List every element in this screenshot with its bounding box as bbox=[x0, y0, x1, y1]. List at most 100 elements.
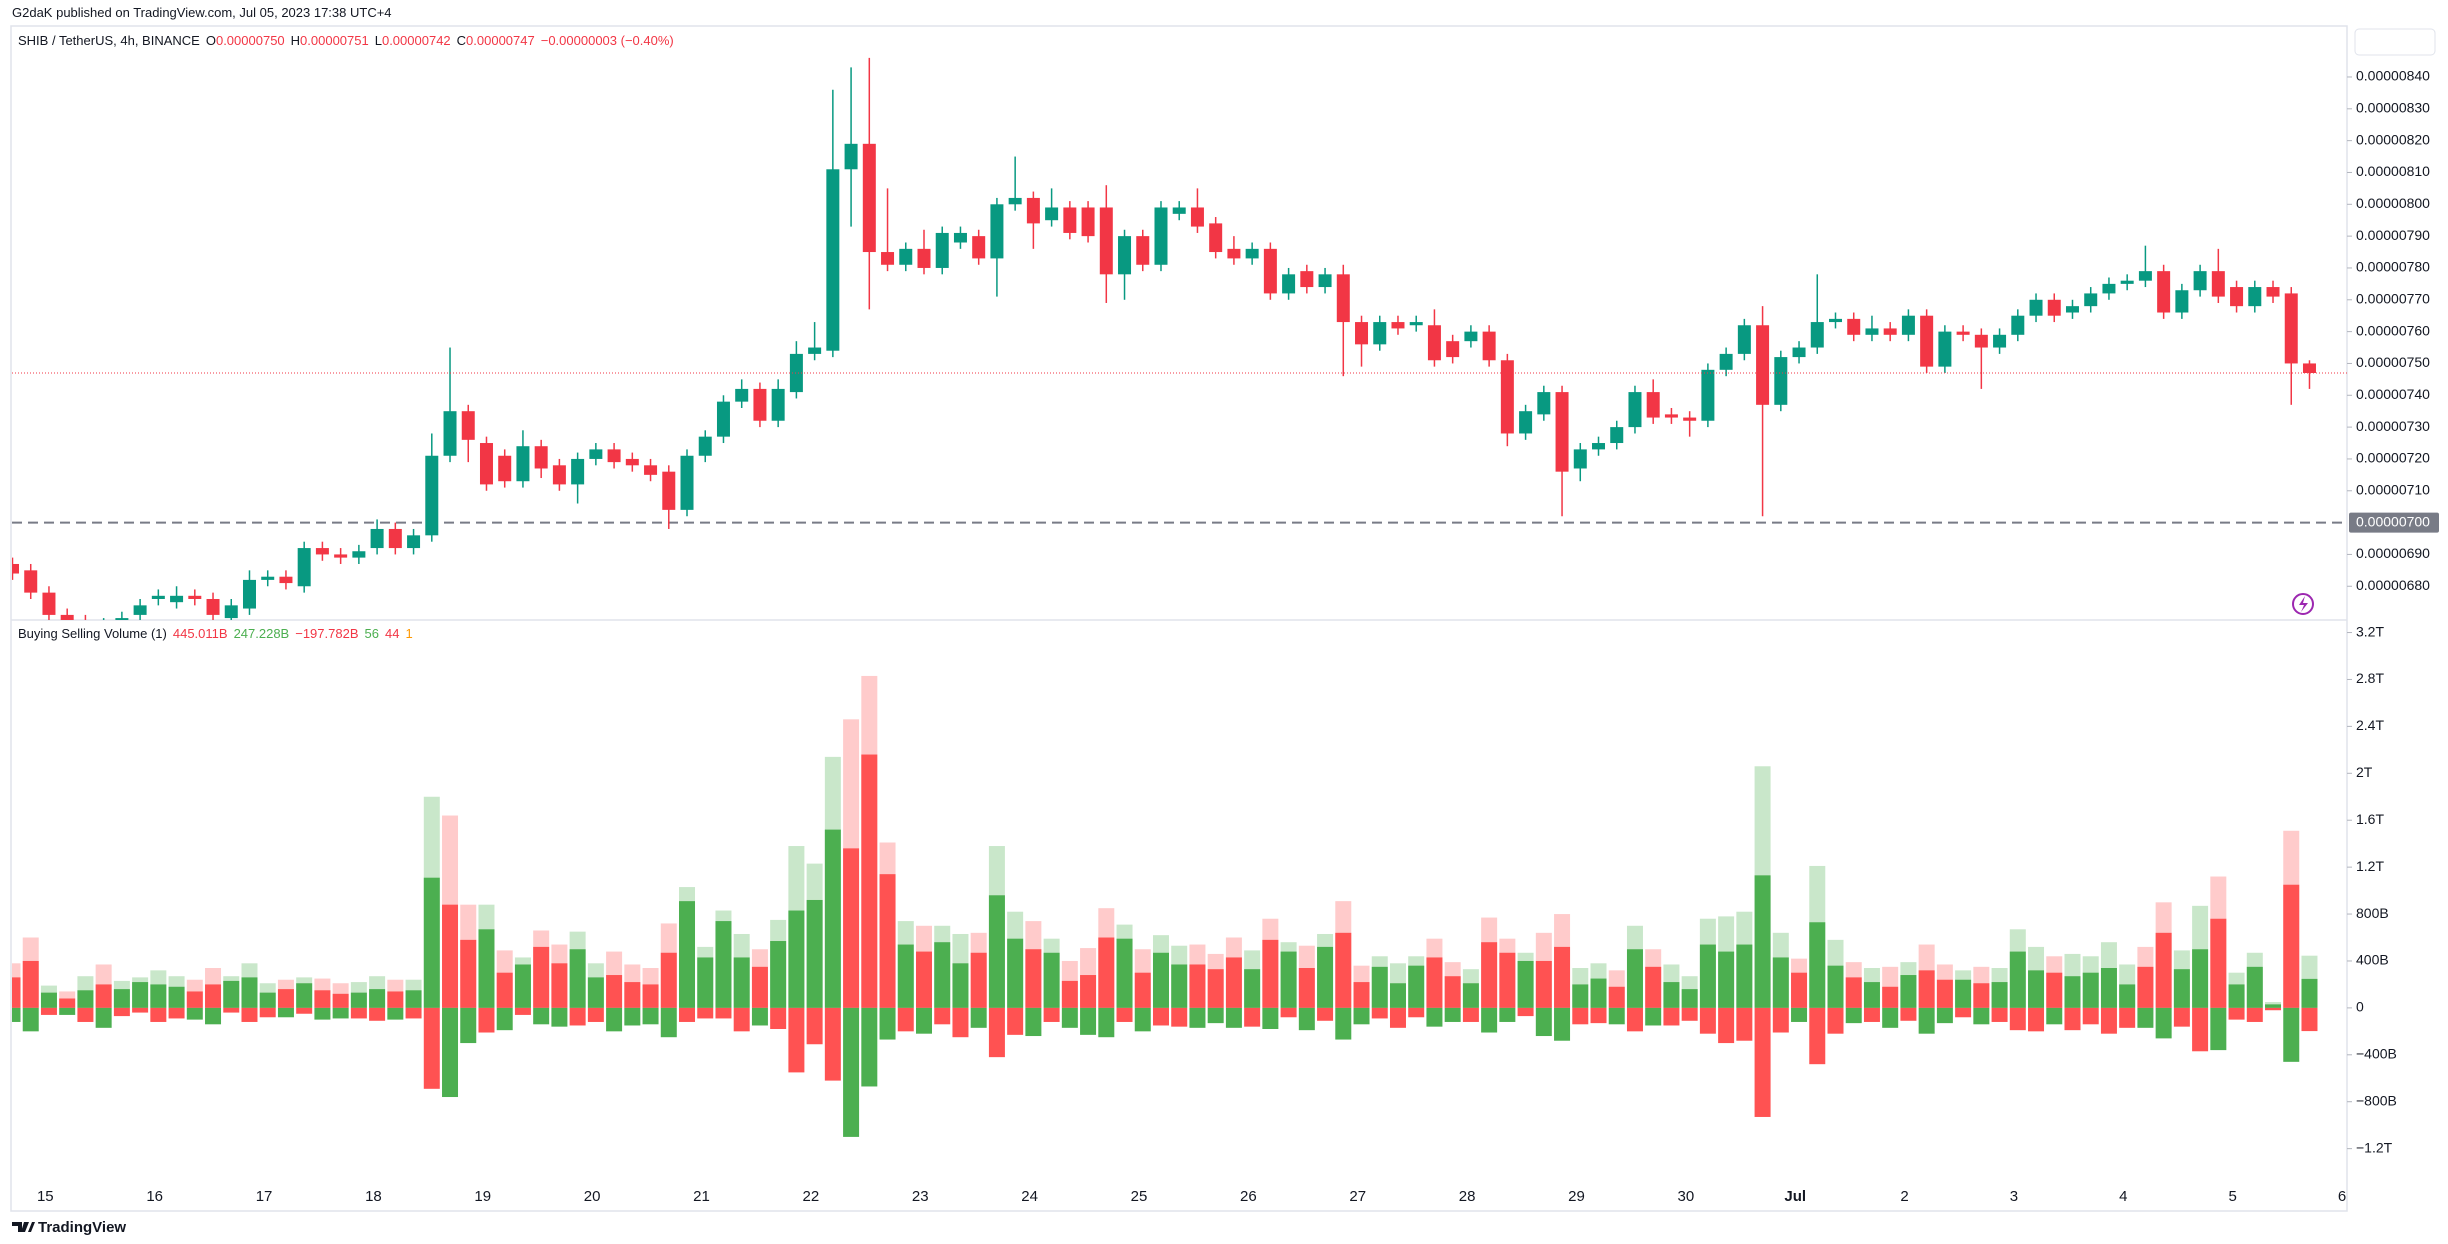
buy-volume-bar bbox=[113, 989, 130, 1008]
candle-body bbox=[1391, 322, 1405, 329]
sell-volume-bar bbox=[2265, 1007, 2282, 1011]
sell-volume-bar bbox=[824, 1007, 841, 1081]
sell-volume-bar bbox=[1280, 1007, 1297, 1018]
candle-body bbox=[1464, 331, 1478, 342]
candle-body bbox=[388, 528, 402, 549]
sell-volume-bar bbox=[478, 1007, 495, 1033]
buy-volume-bar bbox=[1645, 1007, 1662, 1026]
candle-body bbox=[1026, 197, 1040, 224]
sell-volume-bar bbox=[660, 952, 677, 1008]
candle-body bbox=[680, 455, 694, 510]
buy-volume-bar bbox=[2155, 1007, 2172, 1039]
buy-volume-bar bbox=[1098, 1007, 1115, 1038]
buy-volume-bar bbox=[843, 1007, 860, 1137]
candle-body bbox=[2065, 306, 2079, 313]
sell-volume-bar bbox=[59, 998, 76, 1008]
alert-icon[interactable] bbox=[2292, 593, 2314, 615]
buy-volume-bar bbox=[1535, 1007, 1552, 1037]
buy-volume-bar bbox=[2301, 978, 2318, 1008]
buy-volume-bar bbox=[387, 1007, 404, 1020]
y-tick-label: 1.2T bbox=[2356, 858, 2384, 874]
sell-volume-bar bbox=[241, 1007, 258, 1022]
candle-body bbox=[1190, 207, 1204, 227]
buy-volume-bar bbox=[168, 986, 185, 1008]
y-tick-label: 0.00000780 bbox=[2356, 259, 2430, 275]
y-tick-label: 0.00000800 bbox=[2356, 195, 2430, 211]
buy-volume-bar bbox=[1608, 1007, 1625, 1025]
buy-volume-bar bbox=[1845, 1007, 1862, 1024]
candle-body bbox=[844, 143, 858, 170]
candle-body bbox=[2248, 287, 2262, 307]
indicator-value: 1 bbox=[405, 626, 413, 641]
sell-volume-bar bbox=[1262, 939, 1279, 1008]
buy-volume-bar bbox=[660, 1007, 677, 1038]
candle-body bbox=[1573, 449, 1587, 469]
ohlc-item: H0.00000751 bbox=[291, 33, 369, 48]
candle-body bbox=[607, 449, 621, 463]
candle-body bbox=[1227, 248, 1241, 259]
sell-volume-bar bbox=[40, 1007, 57, 1015]
buy-volume-bar bbox=[879, 1007, 896, 1040]
candle-body bbox=[42, 592, 56, 615]
sell-volume-bar bbox=[1152, 1007, 1169, 1026]
buy-volume-bar bbox=[1043, 952, 1060, 1008]
buy-volume-bar bbox=[40, 992, 57, 1008]
sell-volume-bar bbox=[1171, 1007, 1188, 1027]
candle-body bbox=[370, 528, 384, 549]
buy-volume-bar bbox=[2228, 984, 2245, 1008]
candle-body bbox=[917, 248, 931, 268]
candle-body bbox=[1719, 353, 1733, 370]
sell-volume-bar bbox=[1080, 975, 1097, 1008]
buy-volume-bar bbox=[970, 1007, 987, 1028]
buy-volume-bar bbox=[1699, 944, 1716, 1008]
buy-volume-bar bbox=[296, 983, 313, 1008]
sell-volume-bar bbox=[1517, 1007, 1534, 1017]
buy-volume-bar bbox=[1080, 1007, 1097, 1035]
sell-volume-bar bbox=[1772, 1007, 1789, 1033]
candle-body bbox=[170, 595, 184, 603]
candle-body bbox=[935, 232, 949, 268]
candle-body bbox=[808, 347, 822, 354]
candle-body bbox=[1956, 331, 1970, 335]
buy-volume-bar bbox=[2028, 970, 2045, 1008]
buy-volume-bar bbox=[1590, 978, 1607, 1008]
ohlc-label: O bbox=[205, 33, 216, 48]
sell-volume-bar bbox=[1845, 977, 1862, 1008]
buy-volume-bar bbox=[350, 992, 367, 1008]
x-tick-label: 18 bbox=[365, 1188, 382, 1205]
sell-volume-bar bbox=[1371, 1007, 1388, 1019]
y-tick-label: 0.00000750 bbox=[2356, 354, 2430, 370]
symbol-title: SHIB / TetherUS, 4h, BINANCE bbox=[18, 33, 200, 48]
sell-volume-bar bbox=[861, 754, 878, 1008]
sell-volume-bar bbox=[1043, 1007, 1060, 1022]
candle-body bbox=[479, 443, 493, 485]
x-tick-label: 25 bbox=[1131, 1188, 1148, 1205]
sell-volume-bar bbox=[1134, 972, 1151, 1008]
sell-volume-bar bbox=[934, 1007, 951, 1025]
sell-volume-bar bbox=[1499, 952, 1516, 1008]
sell-volume-bar bbox=[1317, 1007, 1334, 1021]
sell-volume-bar bbox=[1791, 972, 1808, 1008]
axis-settings-box[interactable] bbox=[2354, 28, 2436, 56]
buy-volume-bar bbox=[770, 941, 787, 1008]
sell-volume-bar bbox=[1244, 1007, 1261, 1027]
sell-volume-bar bbox=[1991, 1007, 2008, 1022]
sell-volume-bar bbox=[277, 989, 294, 1008]
sell-volume-bar bbox=[988, 1007, 1005, 1058]
candle-body bbox=[789, 353, 803, 393]
sell-volume-bar bbox=[132, 1007, 149, 1013]
candle-body bbox=[1245, 248, 1259, 259]
sell-volume-bar bbox=[1918, 970, 1935, 1008]
buy-volume-bar bbox=[1626, 949, 1643, 1008]
candle-body bbox=[1610, 427, 1624, 444]
buy-volume-bar bbox=[1061, 1007, 1078, 1028]
sell-volume-bar bbox=[1608, 986, 1625, 1008]
indicator-value: −197.782B bbox=[295, 626, 359, 641]
sell-volume-bar bbox=[1936, 979, 1953, 1008]
brand-logo: TradingView bbox=[12, 1219, 126, 1236]
sell-volume-bar bbox=[1025, 949, 1042, 1008]
candle-body bbox=[1792, 347, 1806, 358]
buy-volume-bar bbox=[1517, 960, 1534, 1008]
buy-volume-bar bbox=[1736, 944, 1753, 1008]
